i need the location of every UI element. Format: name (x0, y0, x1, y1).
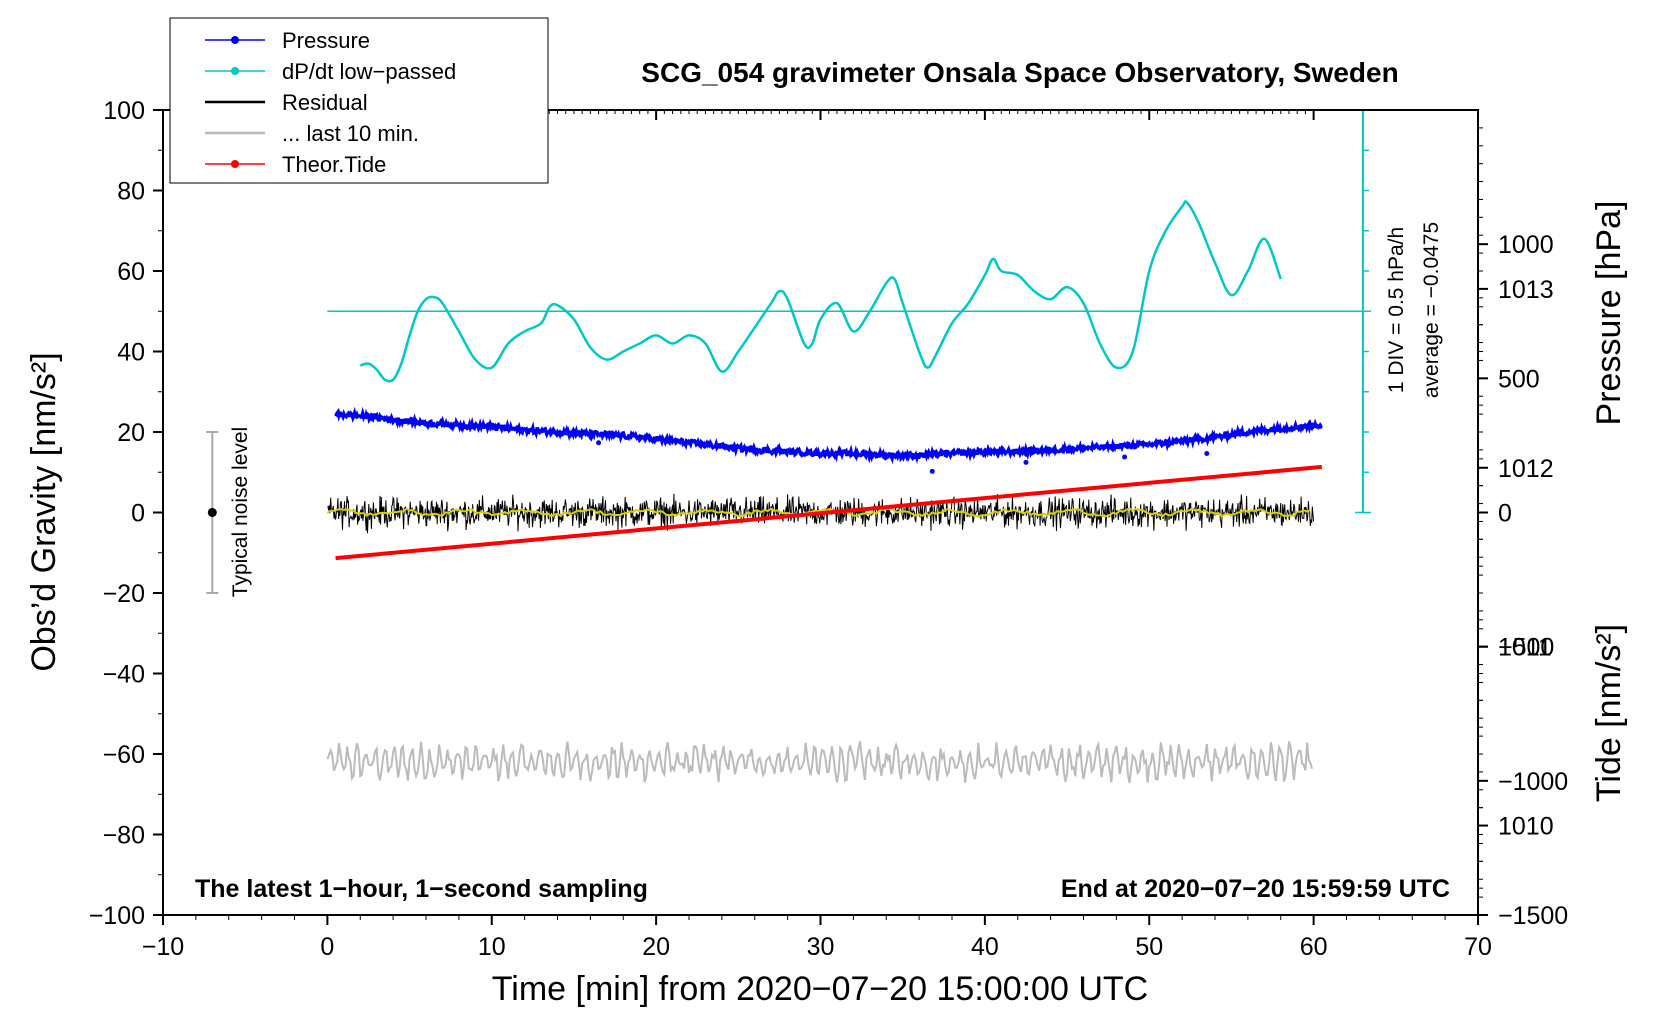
x-tick-label: 40 (971, 933, 999, 961)
series-last-10-min (326, 740, 1313, 784)
pressure-dot (596, 440, 602, 446)
y-tide-tick-label: 1000 (1498, 231, 1554, 259)
x-tick-label: 20 (642, 933, 670, 961)
bottom-right-note: End at 2020−07−20 15:59:59 UTC (1061, 875, 1450, 903)
dpdt-average-note: average = −0.0475 (1420, 222, 1443, 398)
y-tide-tick-label: 500 (1498, 365, 1540, 393)
x-tick-label: 50 (1135, 933, 1163, 961)
legend-marker (231, 67, 239, 75)
y-left-tick-label: −80 (103, 822, 145, 850)
y-left-tick-label: −60 (103, 741, 145, 769)
y-tide-tick-label: −1000 (1498, 768, 1568, 796)
pressure-dot (1122, 454, 1128, 460)
series-pressure (334, 406, 1324, 465)
y-pressure-tick-label: 1010 (1498, 813, 1554, 841)
chart-title: SCG_054 gravimeter Onsala Space Observat… (641, 57, 1398, 88)
y-left-tick-label: 40 (117, 339, 145, 367)
legend-label: ... last 10 min. (282, 121, 419, 146)
x-tick-label: 10 (478, 933, 506, 961)
x-tick-label: −10 (142, 933, 184, 961)
x-tick-label: 70 (1464, 933, 1492, 961)
x-tick-label: 30 (807, 933, 835, 961)
pressure-dot (929, 468, 935, 474)
pressure-dot (1023, 459, 1029, 465)
y-axis-title-pressure: Pressure [hPa] (1590, 201, 1628, 426)
legend-label: Residual (282, 90, 368, 115)
y-left-tick-label: −20 (103, 580, 145, 608)
x-axis-title: Time [min] from 2020−07−20 15:00:00 UTC (492, 970, 1148, 1008)
axes-layer: −10 0 10 20 30 40 50 60 70100806040200−20−40−60−… (89, 97, 1569, 961)
legend-marker (231, 36, 239, 44)
y-axis-title-left: Obs’d Gravity [nm/s²] (25, 352, 63, 671)
series-theor-tide (335, 464, 1323, 561)
x-tick-label: 0 (320, 933, 334, 961)
y-left-tick-label: 60 (117, 258, 145, 286)
series-residual-smoothed (326, 507, 1311, 518)
y-axis-title-tide: Tide [nm/s²] (1590, 624, 1628, 802)
legend: Pressure dP/dt low−passed Residual ... last… (169, 17, 549, 184)
legend-box (169, 17, 549, 184)
noise-bar-center (207, 508, 217, 517)
pressure-dot (1204, 450, 1210, 456)
y-left-tick-label: −40 (103, 661, 145, 689)
noise-bar-label: Typical noise level (229, 427, 252, 597)
y-tide-tick-label: −1500 (1498, 902, 1568, 930)
y-tide-tick-label: 0 (1498, 500, 1512, 528)
y-pressure-tick-label: 1013 (1498, 276, 1554, 304)
y-left-tick-label: 100 (103, 97, 145, 125)
y-left-tick-label: 20 (117, 419, 145, 447)
y-left-tick-label: 0 (131, 500, 145, 528)
y-left-tick-label: −100 (89, 902, 145, 930)
series-layer (206, 109, 1371, 784)
x-tick-label: 60 (1300, 933, 1328, 961)
legend-label: Theor.Tide (282, 152, 386, 177)
legend-label: Pressure (282, 28, 370, 53)
y-pressure-tick-label: 1011 (1498, 634, 1552, 662)
y-pressure-tick-label: 1012 (1498, 455, 1554, 483)
series-dpdt (359, 200, 1282, 383)
bottom-left-note: The latest 1−hour, 1−second sampling (195, 875, 648, 903)
legend-label: dP/dt low−passed (282, 59, 456, 84)
dpdt-scale-note: 1 DIV = 0.5 hPa/h (1385, 227, 1408, 393)
y-left-tick-label: 80 (117, 178, 145, 206)
legend-marker (231, 160, 239, 168)
y-tide-tick-label: −500 (1498, 634, 1554, 662)
